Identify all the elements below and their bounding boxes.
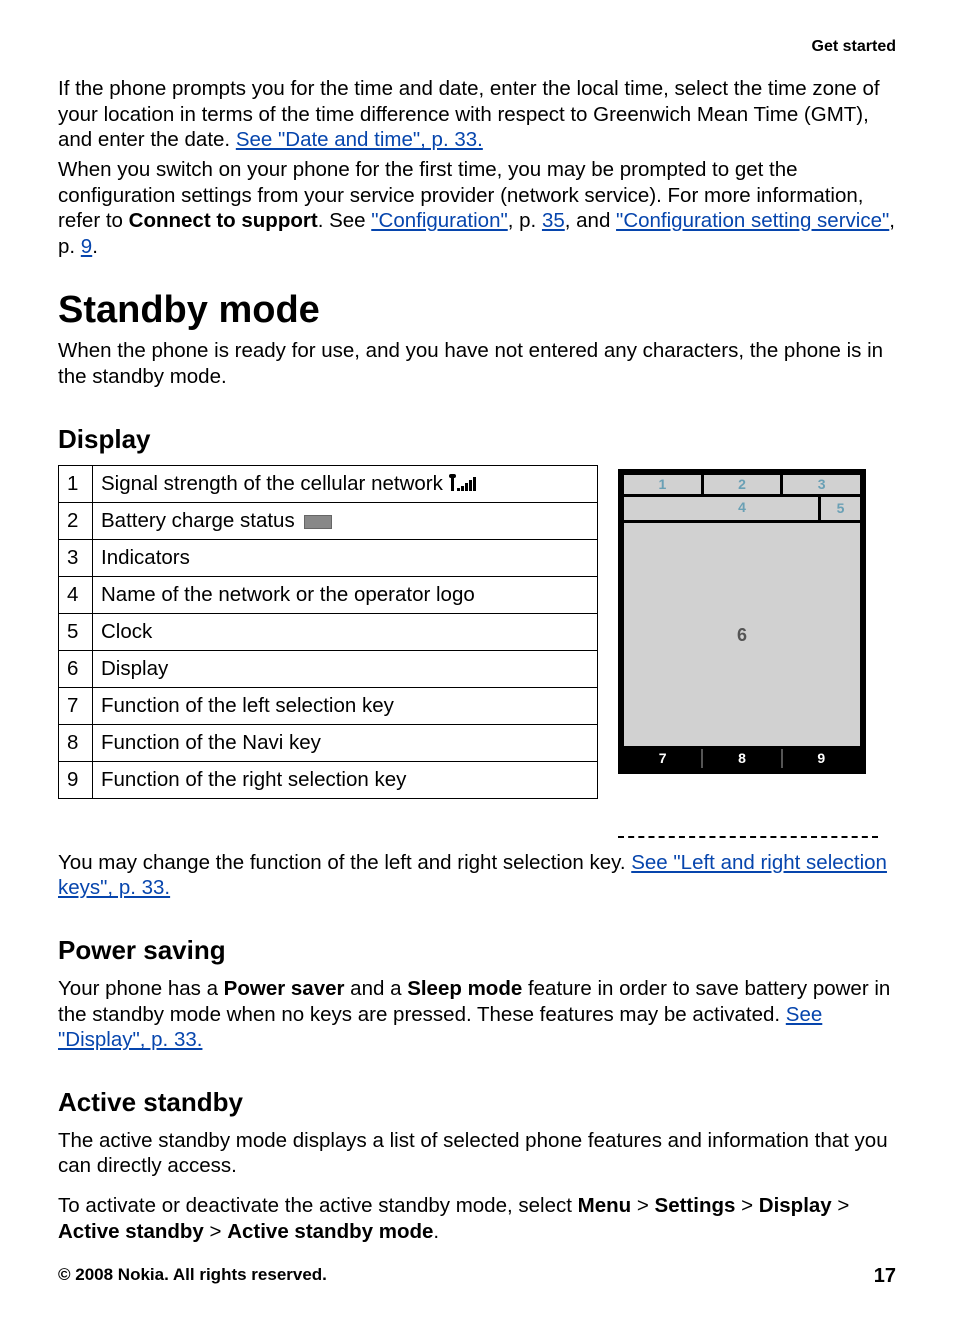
table-row: 7Function of the left selection key (59, 687, 598, 724)
table-row: 3Indicators (59, 539, 598, 576)
row-text: Battery charge status (93, 502, 598, 539)
callout-7: 7 (624, 749, 703, 768)
row-number: 2 (59, 502, 93, 539)
text: You may change the function of the left … (58, 851, 631, 874)
row-number: 9 (59, 761, 93, 798)
table-row: 2Battery charge status (59, 502, 598, 539)
menu-path-active-standby-mode: Active standby mode (227, 1220, 433, 1243)
menu-path-menu: Menu (578, 1194, 632, 1217)
row-text: Indicators (93, 539, 598, 576)
paragraph-active-standby-1: The active standby mode displays a list … (58, 1128, 896, 1179)
menu-path-display: Display (759, 1194, 832, 1217)
callout-1: 1 (624, 475, 704, 494)
phone-top-row: 1 2 3 (624, 475, 860, 497)
menu-path-settings: Settings (655, 1194, 736, 1217)
row-text: Signal strength of the cellular network (93, 465, 598, 502)
text: . (92, 235, 98, 258)
row-text: Function of the right selection key (93, 761, 598, 798)
row-number: 6 (59, 650, 93, 687)
row-text: Function of the Navi key (93, 724, 598, 761)
phone-mid-row: 4 5 (624, 497, 860, 523)
callout-3: 3 (783, 475, 860, 494)
copyright: © 2008 Nokia. All rights reserved. (58, 1265, 327, 1288)
link-config-setting-service[interactable]: "Configuration setting service" (616, 209, 889, 232)
bold-connect-to-support: Connect to support (129, 209, 318, 232)
text: . (433, 1220, 439, 1243)
running-header: Get started (812, 38, 896, 56)
menu-path-active-standby: Active standby (58, 1220, 204, 1243)
callout-2: 2 (704, 475, 784, 494)
row-text: Name of the network or the operator logo (93, 576, 598, 613)
text: , p. (508, 209, 542, 232)
row-number: 5 (59, 613, 93, 650)
row-text: Display (93, 650, 598, 687)
display-table: 1Signal strength of the cellular network… (58, 465, 598, 799)
row-text: Function of the left selection key (93, 687, 598, 724)
table-row: 9Function of the right selection key (59, 761, 598, 798)
table-row: 1Signal strength of the cellular network (59, 465, 598, 502)
paragraph-power-saving: Your phone has a Power saver and a Sleep… (58, 976, 896, 1053)
table-row: 5Clock (59, 613, 598, 650)
paragraph-active-standby-2: To activate or deactivate the active sta… (58, 1193, 896, 1244)
sep: > (204, 1220, 227, 1243)
heading-standby-mode: Standby mode (58, 289, 896, 332)
bold-power-saver: Power saver (224, 977, 345, 1000)
text: Your phone has a (58, 977, 224, 1000)
row-number: 7 (59, 687, 93, 724)
text: To activate or deactivate the active sta… (58, 1194, 578, 1217)
phone-diagram: 1 2 3 4 5 6 7 8 9 (618, 465, 880, 838)
signal-icon (451, 477, 476, 491)
text: . See (318, 209, 372, 232)
sep: > (735, 1194, 758, 1217)
table-row: 8Function of the Navi key (59, 724, 598, 761)
text: , and (565, 209, 616, 232)
row-number: 3 (59, 539, 93, 576)
text: and a (344, 977, 407, 1000)
link-date-and-time[interactable]: See "Date and time", p. 33. (236, 128, 483, 151)
phone-frame: 1 2 3 4 5 6 7 8 9 (618, 469, 866, 774)
row-number: 4 (59, 576, 93, 613)
link-page-9[interactable]: 9 (81, 235, 92, 258)
page-number: 17 (874, 1265, 896, 1288)
page: Get started If the phone prompts you for… (0, 0, 954, 1322)
phone-body: 6 (624, 526, 860, 746)
heading-power-saving: Power saving (58, 935, 896, 966)
callout-6: 6 (737, 625, 747, 646)
callout-8: 8 (703, 749, 782, 768)
callout-5: 5 (818, 497, 860, 520)
dashed-line (618, 836, 878, 838)
link-page-35[interactable]: 35 (542, 209, 565, 232)
row-number: 8 (59, 724, 93, 761)
row-text: Clock (93, 613, 598, 650)
phone-bottom-row: 7 8 9 (624, 746, 860, 768)
sep: > (832, 1194, 850, 1217)
paragraph-time-date: If the phone prompts you for the time an… (58, 76, 896, 153)
link-configuration[interactable]: "Configuration" (371, 209, 508, 232)
callout-4: 4 (738, 499, 746, 515)
footer: © 2008 Nokia. All rights reserved. 17 (58, 1265, 896, 1288)
table-row: 6Display (59, 650, 598, 687)
bold-sleep-mode: Sleep mode (407, 977, 522, 1000)
table-row: 4Name of the network or the operator log… (59, 576, 598, 613)
heading-display: Display (58, 424, 896, 455)
paragraph-config: When you switch on your phone for the fi… (58, 157, 896, 260)
paragraph-standby: When the phone is ready for use, and you… (58, 338, 896, 389)
row-number: 1 (59, 465, 93, 502)
display-row: 1Signal strength of the cellular network… (58, 465, 896, 838)
battery-icon (304, 515, 332, 529)
heading-active-standby: Active standby (58, 1087, 896, 1118)
paragraph-selection-keys: You may change the function of the left … (58, 850, 896, 901)
content: If the phone prompts you for the time an… (58, 76, 896, 1244)
sep: > (631, 1194, 654, 1217)
callout-9: 9 (783, 749, 860, 768)
